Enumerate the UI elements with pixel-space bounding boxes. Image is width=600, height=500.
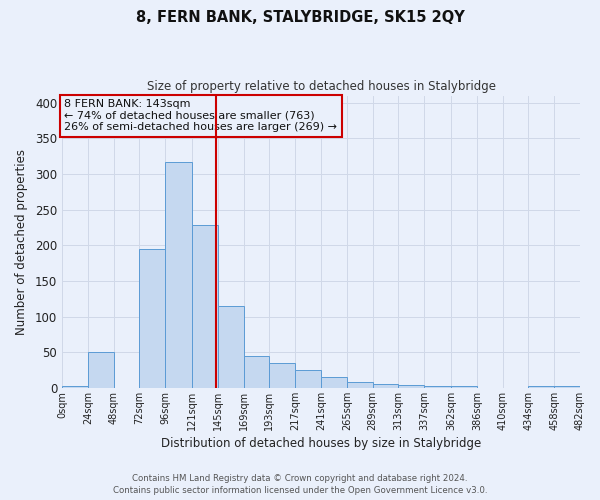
- Bar: [165, 162, 192, 388]
- Y-axis label: Number of detached properties: Number of detached properties: [15, 148, 28, 334]
- Title: Size of property relative to detached houses in Stalybridge: Size of property relative to detached ho…: [146, 80, 496, 93]
- X-axis label: Distribution of detached houses by size in Stalybridge: Distribution of detached houses by size …: [161, 437, 481, 450]
- Bar: [244, 356, 269, 388]
- Bar: [62, 386, 88, 388]
- Bar: [192, 226, 218, 388]
- Bar: [424, 386, 451, 388]
- Bar: [321, 377, 347, 388]
- Bar: [529, 386, 554, 388]
- Text: 8, FERN BANK, STALYBRIDGE, SK15 2QY: 8, FERN BANK, STALYBRIDGE, SK15 2QY: [136, 10, 464, 25]
- Bar: [295, 370, 321, 388]
- Bar: [139, 249, 165, 388]
- Bar: [398, 385, 424, 388]
- Text: 8 FERN BANK: 143sqm
← 74% of detached houses are smaller (763)
26% of semi-detac: 8 FERN BANK: 143sqm ← 74% of detached ho…: [64, 99, 337, 132]
- Bar: [269, 363, 295, 388]
- Bar: [88, 352, 113, 388]
- Bar: [218, 306, 244, 388]
- Text: Contains HM Land Registry data © Crown copyright and database right 2024.
Contai: Contains HM Land Registry data © Crown c…: [113, 474, 487, 495]
- Bar: [347, 382, 373, 388]
- Bar: [554, 386, 580, 388]
- Bar: [373, 384, 398, 388]
- Bar: [451, 386, 477, 388]
